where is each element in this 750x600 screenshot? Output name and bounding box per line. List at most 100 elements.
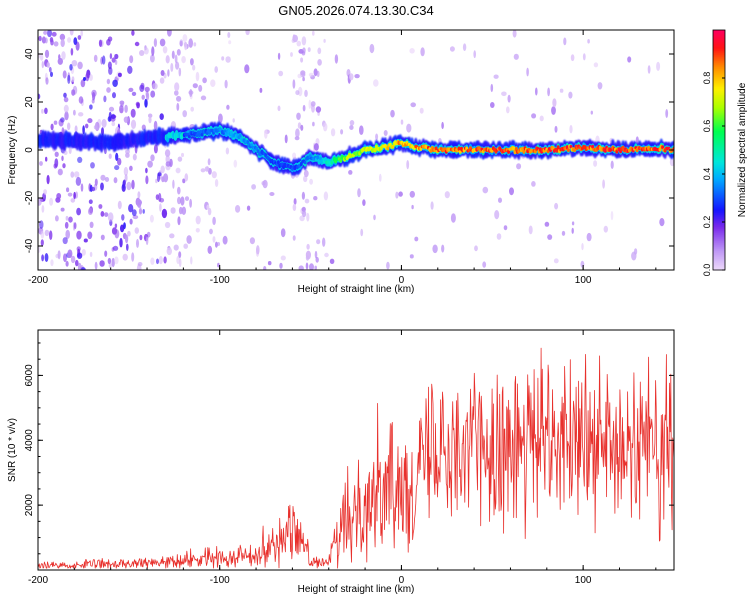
spectrogram-noise-cell [420,47,425,57]
spectrogram-noise-cell [195,215,201,225]
spectrogram-noise-cell [62,70,67,79]
colorbar-segment [713,120,725,123]
spectrogram-noise-cell [119,237,123,248]
spectrogram-noise-cell [76,230,82,240]
spectrogram-noise-cell [163,173,169,183]
spectrogram-noise-cell [300,124,304,131]
spectrogram-noise-cell [174,90,179,96]
snr-axes: -200 -100 0 100 2000 4000 6000 [24,330,674,586]
spectrogram-noise-cell [277,52,281,60]
spectrogram-noise-cell [88,207,93,215]
spectrogram-noise-cell [139,84,145,93]
spectrogram-noise-cell [400,119,404,125]
spectrogram-noise-cell [292,34,296,41]
colorbar-segment [713,68,725,71]
spectrogram-ridge-core [527,147,531,151]
spectrogram-noise-cell [569,125,573,134]
spectrogram-noise-cell [130,108,136,118]
spectrogram-noise-cell [610,210,614,221]
spectrogram-noise-cell [67,249,73,258]
spectrogram-noise-cell [163,256,167,264]
spectrogram-noise-cell [301,36,307,46]
spectrogram-noise-cell [305,250,311,260]
spectrogram-noise-cell [177,186,181,195]
spectrogram-noise-cell [245,30,250,36]
spectrogram-noise-cell [531,113,537,119]
spectrogram-noise-cell [553,258,559,264]
spectrogram-ridge-core [457,146,461,151]
spectrogram-noise-cell [414,236,419,242]
spectrogram-noise-cell [57,250,61,260]
spectrogram-noise-cell [302,104,306,112]
spectrogram-noise-cell [63,92,67,98]
spectrogram-noise-cell [165,161,171,167]
colorbar-segment [713,124,725,127]
spectrogram-noise-cell [80,267,86,270]
spectrogram-ridge-core [573,148,577,152]
spectrogram-noise-cell [312,30,315,36]
spectrogram-noise-cell [128,87,134,92]
spectrogram-noise-cell [102,55,106,65]
spectrogram-noise-cell [305,262,309,270]
spectrogram-noise-cell [159,77,165,84]
spectrogram-noise-cell [390,109,395,118]
spectrogram-noise-cell [57,168,63,176]
spectrogram-noise-cell [80,79,86,88]
spectrogram-noise-cell [167,69,170,77]
spectrogram-noise-cell [144,86,150,93]
spectrogram-noise-cell [310,101,316,107]
spectrogram-noise-cell [506,106,510,114]
spectrogram-noise-cell [126,181,132,191]
spectrogram-ridge-core [591,144,595,149]
spectrogram-noise-cell [61,155,64,161]
spectrogram-noise-cell [85,123,89,129]
spectrogram-noise-cell [78,96,84,104]
spectrogram-noise-cell [93,54,98,63]
spectrogram-noise-cell [224,79,228,89]
colorbar-segment [713,66,725,69]
colorbar-segment [713,44,725,47]
spectrogram-noise-cell [334,54,339,64]
colorbar-segment [713,186,725,189]
spectrogram-noise-cell [132,215,139,220]
colorbar-segment [713,174,725,177]
spectrogram-noise-cell [128,204,134,213]
spectrogram-noise-cell [54,151,59,157]
spectrogram-x-tick-label: -200 [28,275,48,286]
spectrogram-noise-cell [53,120,58,125]
colorbar-label: Normalized spectral amplitude [737,82,748,217]
colorbar-segment [713,162,725,165]
spectrogram-noise-cell [100,234,105,241]
spectrogram-ridge-core [521,146,525,151]
spectrogram-noise-cell [145,91,150,101]
spectrogram-noise-cell [90,162,95,169]
spectrogram-noise-cell [406,123,412,133]
spectrogram-noise-cell [119,104,124,114]
spectrogram-noise-cell [106,87,111,93]
spectrogram-noise-cell [175,61,180,70]
spectrogram-noise-cell [113,177,118,184]
colorbar-segment [713,102,725,105]
spectrogram-noise-cell [127,65,133,74]
spectrogram-noise-cell [41,61,44,69]
colorbar-segment [713,172,725,175]
spectrogram-noise-cell [409,190,415,198]
spectrogram-noise-cell [554,202,559,210]
spectrogram-noise-cell [587,39,590,44]
spectrogram-noise-cell [117,200,122,210]
colorbar-segment [713,222,725,225]
spectrogram-noise-cell [552,98,557,108]
spectrogram-noise-cell [147,160,153,168]
spectrogram-noise-cell [173,244,179,251]
colorbar-segment [713,212,725,215]
colorbar-segment [713,40,725,43]
spectrogram-noise-cell [73,222,77,230]
spectrogram-noise-cell [159,198,165,203]
spectrogram-noise-cell [101,127,104,136]
snr-line [38,347,674,569]
spectrogram-noise-cell [107,257,112,265]
spectrogram-noise-cell [531,181,536,187]
spectrogram-noise-cell [61,127,65,136]
spectrogram-noise-cell [503,225,508,231]
spectrogram-noise-cell [112,245,119,251]
